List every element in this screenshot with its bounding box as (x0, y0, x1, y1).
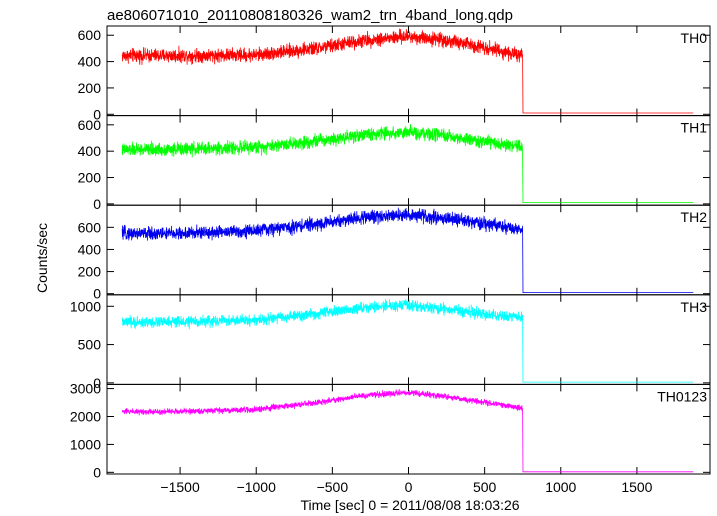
panel-frame (106, 115, 711, 206)
y-tick-label: 1000 (70, 298, 101, 314)
y-tick-label: 200 (78, 170, 102, 186)
y-tick-label: 400 (78, 54, 102, 70)
y-tick-label: 0 (93, 375, 101, 391)
x-tick-label: −500 (317, 479, 349, 495)
panel-frame (106, 383, 711, 475)
series-line-th1 (121, 124, 694, 203)
y-tick-label: 0 (93, 196, 101, 212)
panel-th3: 0 500 1000 TH3 (70, 294, 711, 391)
x-tick-label: −1000 (237, 479, 277, 495)
series-line-th0123 (121, 388, 694, 473)
series-line-th0 (121, 28, 694, 114)
panel-th0: 0 200 400 600 TH0 (78, 25, 711, 122)
y-tick-label: 200 (78, 264, 102, 280)
panel-label: TH2 (681, 209, 708, 225)
x-tick-label: 500 (473, 479, 497, 495)
x-tick-label: 1000 (545, 479, 576, 495)
panel-label: TH1 (681, 120, 708, 136)
panel-th1: 0 200 400 600 TH1 (78, 115, 711, 212)
y-tick-label: 600 (78, 27, 102, 43)
y-tick-label: 0 (93, 286, 101, 302)
y-tick-label: 0 (93, 106, 101, 122)
y-tick-label: 2000 (70, 408, 101, 424)
panel-th2: 0 200 400 600 TH2 (78, 204, 711, 302)
y-tick-label: 200 (78, 80, 102, 96)
panel-frame (106, 25, 711, 117)
chart-title: ae806071010_20110808180326_wam2_trn_4ban… (107, 7, 513, 24)
x-tick-label: 1500 (621, 479, 652, 495)
series-line-th3 (121, 298, 694, 383)
series-line-th2 (121, 207, 694, 293)
y-tick-label: 500 (78, 337, 102, 353)
y-axis-label: Counts/sec (34, 223, 50, 293)
x-tick-label: 0 (405, 479, 413, 495)
panel-th0123: 0 1000 2000 3000 TH0123 (70, 381, 711, 480)
y-tick-label: 400 (78, 241, 102, 257)
y-tick-label: 3000 (70, 381, 101, 397)
panel-label: TH3 (681, 299, 708, 315)
panel-label: TH0123 (657, 388, 707, 404)
y-tick-label: 1000 (70, 436, 101, 452)
y-tick-label: 0 (93, 464, 101, 480)
x-tick-label: −1500 (160, 479, 200, 495)
panel-label: TH0 (681, 30, 708, 46)
panel-frame (106, 204, 711, 296)
y-tick-label: 600 (78, 219, 102, 235)
y-tick-label: 400 (78, 143, 102, 159)
x-axis-label: Time [sec] 0 = 2011/08/08 18:03:26 (300, 497, 519, 513)
y-tick-label: 600 (78, 117, 102, 133)
